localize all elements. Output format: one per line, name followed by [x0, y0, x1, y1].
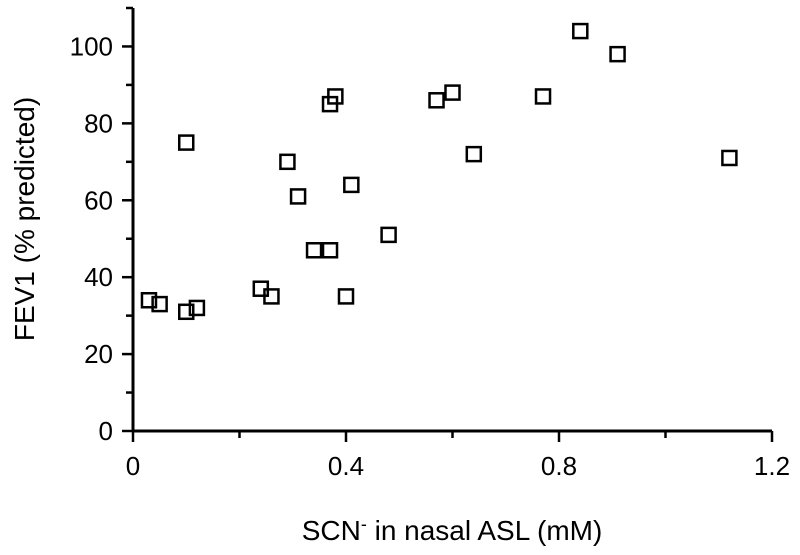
- y-ticks: 0 20 40 60 80 100: [70, 6, 133, 446]
- x-tick-label: 0: [126, 451, 140, 481]
- plot-area: [140, 22, 738, 321]
- x-tick-label: 0.8: [541, 451, 577, 481]
- data-point: [721, 149, 738, 167]
- x-tick-label: 1.2: [754, 451, 790, 481]
- data-point: [188, 299, 206, 317]
- data-point: [178, 303, 195, 321]
- x-axis-title-prefix: SCN: [302, 515, 361, 546]
- x-tick-label: 0.4: [328, 451, 364, 481]
- data-point: [263, 288, 280, 305]
- y-tick-label: 0: [99, 416, 113, 446]
- data-point: [380, 226, 397, 244]
- data-point: [140, 292, 158, 309]
- y-tick-label: 20: [84, 339, 113, 369]
- y-tick-label: 60: [84, 185, 113, 215]
- axes: [131, 8, 772, 433]
- data-point: [428, 92, 445, 109]
- data-point: [609, 45, 626, 63]
- data-point: [289, 188, 307, 205]
- x-axis-title: SCN- in nasal ASL (mM): [302, 514, 603, 546]
- x-axis-title-superscript: -: [361, 514, 367, 534]
- data-point: [327, 88, 344, 105]
- data-point: [151, 295, 168, 313]
- data-point: [279, 153, 296, 171]
- x-axis-title-suffix: in nasal ASL (mM): [367, 515, 602, 546]
- data-point: [337, 288, 355, 305]
- y-tick-label: 80: [84, 108, 113, 138]
- data-point: [343, 176, 360, 194]
- y-tick-label: 100: [70, 31, 113, 61]
- data-point: [444, 84, 461, 101]
- data-point: [321, 242, 339, 259]
- data-point: [572, 22, 589, 40]
- x-ticks: 0 0.4 0.8 1.2: [126, 431, 790, 481]
- data-point: [534, 88, 552, 105]
- data-point: [465, 145, 483, 163]
- data-point: [305, 242, 323, 259]
- y-tick-label: 40: [84, 262, 113, 292]
- y-axis-title: FEV1 (% predicted): [9, 97, 40, 341]
- data-point: [178, 134, 195, 151]
